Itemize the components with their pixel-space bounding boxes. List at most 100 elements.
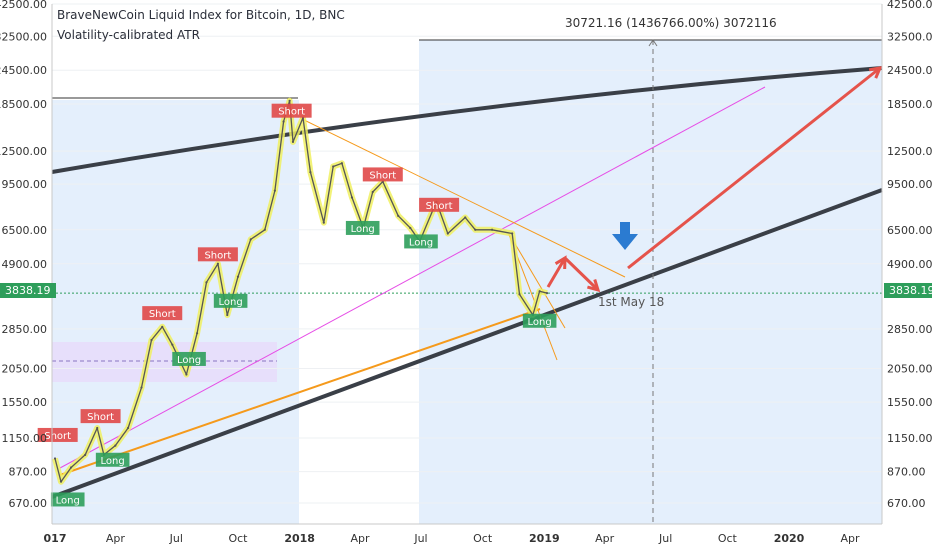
signal-short: Short xyxy=(362,167,403,182)
x-tick-label: Apr xyxy=(106,532,126,545)
price-point xyxy=(140,386,143,389)
signal-box xyxy=(404,234,438,249)
x-axis[interactable]: 017 Apr Jul Oct 2018 Apr Jul Oct 2019 Apr Jul Oct 20… xyxy=(44,523,882,545)
y-tick-label-right: 24500.00 xyxy=(887,64,932,77)
price-point xyxy=(171,343,174,346)
price-point xyxy=(309,171,312,174)
signal-long: Long xyxy=(213,293,248,308)
chart-subtitle: Volatility-calibrated ATR xyxy=(57,28,200,42)
signal-long: Long xyxy=(522,313,557,328)
signal-label: Long xyxy=(101,456,125,467)
shade-2018-2020 xyxy=(419,40,882,524)
y-tick-label-right: 670.00 xyxy=(887,497,926,510)
blue-arrow-head xyxy=(612,234,638,250)
current-price-tag-right: 3838.19 xyxy=(884,283,932,298)
price-point xyxy=(205,281,208,284)
y-tick-label-right: 870.00 xyxy=(887,466,926,479)
arrow-shaft xyxy=(563,256,600,292)
y-axis-left[interactable]: 670.00 870.00 1150.00 1550.00 2050.00 2850.00… xyxy=(0,0,53,524)
y-tick-label-left: 2850.00 xyxy=(2,323,48,336)
x-tick-label: Apr xyxy=(840,532,860,545)
price-series xyxy=(52,97,549,485)
price-point xyxy=(96,426,99,430)
signal-label: Short xyxy=(87,412,114,423)
x-tick-label: 2018 xyxy=(284,532,315,545)
price-point xyxy=(236,275,240,278)
annotation-date: 1st May 18 xyxy=(598,295,665,309)
price-point xyxy=(249,238,252,241)
signal-label: Long xyxy=(219,297,243,308)
x-tick-label: Oct xyxy=(718,532,738,545)
signal-box xyxy=(197,247,238,262)
price-point xyxy=(226,313,229,317)
y-tick-label-left: 32500.00 xyxy=(0,30,47,43)
signal-markers: Short Long Short Long Short Long Short Long Shor… xyxy=(37,103,557,507)
price-point xyxy=(350,196,354,199)
price-point xyxy=(511,232,514,235)
signal-short: Short xyxy=(37,427,78,442)
y-tick-label-left: 6500.00 xyxy=(2,224,48,237)
signal-short: Short xyxy=(271,103,312,118)
signal-label: Short xyxy=(369,170,396,181)
price-point xyxy=(446,232,449,235)
signal-box xyxy=(345,220,380,235)
y-tick-label-right: 2850.00 xyxy=(887,323,932,336)
shaded-regions xyxy=(52,40,882,524)
price-point xyxy=(273,189,276,192)
y-tick-label-right: 42500.00 xyxy=(887,0,932,11)
x-tick-label: Apr xyxy=(595,532,615,545)
price-point xyxy=(216,262,219,265)
price-point xyxy=(490,228,494,231)
x-tick-label: 017 xyxy=(44,532,67,545)
price-point xyxy=(322,221,325,224)
signal-short: Short xyxy=(80,409,121,424)
signal-box xyxy=(213,293,248,308)
magenta-trendline xyxy=(59,86,766,469)
y-axis-right[interactable]: 670.00 870.00 1150.00 1550.00 2050.00 2850.00… xyxy=(881,0,932,524)
upper-curve-trendline xyxy=(51,66,883,174)
signal-label: Long xyxy=(56,495,80,506)
y-tick-label-left: 24500.00 xyxy=(0,64,47,77)
y-tick-label-right: 4900.00 xyxy=(887,258,932,271)
signal-box xyxy=(362,167,403,182)
measure-readout: 30721.16 (1436766.00%) 3072116 xyxy=(565,16,777,30)
arrow-shaft xyxy=(546,257,567,288)
x-tick-label: Jul xyxy=(169,532,183,545)
signal-short: Short xyxy=(197,247,238,262)
y-tick-label-right: 2050.00 xyxy=(887,363,932,376)
signal-label: Short xyxy=(204,250,231,261)
signal-label: Long xyxy=(409,237,433,248)
orange-fan-line-1 xyxy=(507,231,566,329)
price-point xyxy=(150,338,153,342)
price-point xyxy=(409,226,412,230)
trendlines xyxy=(51,39,883,524)
price-point xyxy=(332,165,335,168)
y-tick-label-left: 870.00 xyxy=(9,466,48,479)
signal-long: Long xyxy=(172,351,206,366)
blue-down-arrow xyxy=(612,222,638,250)
x-tick-label: Oct xyxy=(228,532,248,545)
y-tick-label-right: 1550.00 xyxy=(887,396,932,409)
y-tick-label-right: 1150.00 xyxy=(887,432,932,445)
signal-label: Long xyxy=(528,317,552,328)
red-arrow-up-long xyxy=(627,66,883,270)
y-tick-label-left: 9500.00 xyxy=(2,178,48,191)
signal-box xyxy=(95,452,130,467)
price-point xyxy=(545,292,549,295)
projection-arrows xyxy=(546,66,883,293)
y-tick-label-left: 670.00 xyxy=(9,497,48,510)
price-point xyxy=(397,214,400,217)
y-tick-label-left: 1150.00 xyxy=(2,432,48,445)
signal-box xyxy=(50,492,85,507)
x-tick-label: Jul xyxy=(658,532,672,545)
signal-label: Short xyxy=(44,431,71,442)
orange-support-line xyxy=(59,308,541,476)
price-point xyxy=(126,426,130,430)
y-tick-label-left: 4900.00 xyxy=(2,258,48,271)
price-point xyxy=(371,190,374,194)
signal-short: Short xyxy=(419,197,460,212)
price-point xyxy=(288,99,291,102)
arrow-head xyxy=(868,66,883,79)
signal-long: Long xyxy=(345,220,380,235)
